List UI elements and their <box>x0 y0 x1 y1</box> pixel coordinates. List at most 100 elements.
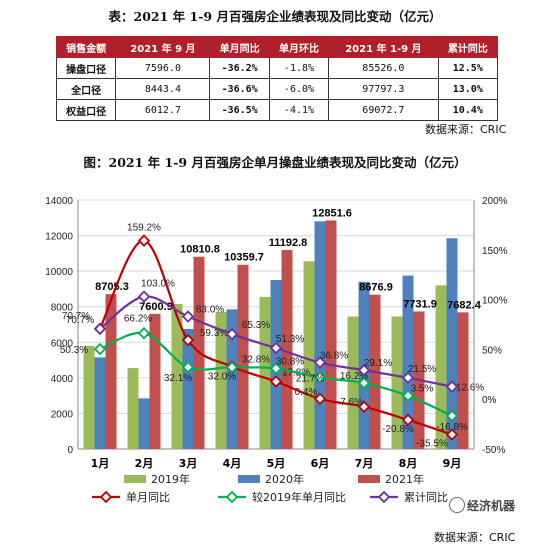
table-row: 全口径 8443.4 -36.6% -6.0% 97797.3 13.0% <box>55 78 499 100</box>
line-2-marker <box>357 363 371 377</box>
y-right-tick-label: 100% <box>482 296 508 307</box>
line-value-label: 16.2% <box>340 371 368 382</box>
watermark-text: 经济机器 <box>467 499 516 513</box>
line-2-marker <box>313 356 327 369</box>
bar-value-label: 11192.8 <box>269 237 308 249</box>
table-header-cell: 2021 年 1-9 月 <box>328 36 439 58</box>
line-0-marker <box>357 400 371 413</box>
y-right-tick-label: 200% <box>482 196 508 207</box>
line-value-label: 12.6% <box>456 383 484 394</box>
line-2-marker <box>225 327 239 341</box>
bar-value-label: 8676.9 <box>359 282 393 294</box>
legend-label: 单月同比 <box>126 491 170 504</box>
table-source: 数据来源：CRIC <box>425 123 507 136</box>
line-1-marker <box>357 376 371 390</box>
line-value-label: 65.3% <box>242 320 270 331</box>
bar-1 <box>226 309 238 449</box>
y-right-tick-label: 50% <box>482 345 502 356</box>
y-left-tick-label: 4000 <box>51 374 74 385</box>
y-right-tick-label: 0% <box>482 395 497 406</box>
line-0-marker <box>313 392 327 406</box>
bar-0 <box>171 304 183 449</box>
y-left-tick-label: 0 <box>67 445 73 456</box>
line-value-label: 0.4% <box>295 387 318 398</box>
bar-value-label: 10810.8 <box>180 244 220 256</box>
y-right-tick-label: -50% <box>482 445 505 456</box>
line-value-label: 32.0% <box>208 371 236 382</box>
line-value-label: 21.7% <box>296 374 324 385</box>
line-value-label: 36.8% <box>320 351 348 362</box>
line-value-label: 159.2% <box>127 223 161 234</box>
line-0-marker <box>137 234 151 247</box>
table-cell: 10.4% <box>437 99 499 121</box>
table-header-cell: 销售金额 <box>55 36 117 58</box>
line-value-label: 29.1% <box>364 358 392 369</box>
table-row: 权益口径 6012.7 -36.5% -4.1% 69072.7 10.4% <box>55 99 499 121</box>
table-header-cell: 累计同比 <box>437 36 499 58</box>
table-header-cell: 2021 年 9 月 <box>115 36 211 58</box>
line-value-label: 66.2% <box>124 313 152 324</box>
legend-label: 2020年 <box>265 472 304 486</box>
y-left-tick-label: 14000 <box>45 196 73 207</box>
line-2-marker <box>93 322 107 336</box>
bar-0 <box>347 316 359 449</box>
x-tick-label: 2月 <box>135 457 154 470</box>
y-left-tick-label: 10000 <box>45 267 73 278</box>
bar-1 <box>446 238 458 449</box>
line-0-marker <box>269 375 283 388</box>
line-0-marker <box>445 428 459 441</box>
line-1-marker <box>269 362 283 375</box>
line-2-marker <box>401 371 415 385</box>
bar-2 <box>237 264 249 449</box>
legend-swatch <box>358 475 380 483</box>
y-left-tick-label: 12000 <box>45 232 73 243</box>
line-value-label: -35.5% <box>416 439 448 450</box>
line-1-marker <box>313 371 327 384</box>
bar-value-label: 7731.9 <box>403 298 437 310</box>
bar-1 <box>94 357 106 449</box>
bar-1 <box>182 328 194 449</box>
line-0-marker <box>181 333 195 347</box>
line-1-marker <box>225 361 239 374</box>
legend-label: 累计同比 <box>404 491 448 504</box>
x-tick-label: 4月 <box>223 457 242 470</box>
line-value-label: 70.7% <box>66 315 94 326</box>
line-value-label: -7.6% <box>337 397 363 408</box>
bar-0 <box>215 312 227 449</box>
table-cell: -1.8% <box>268 57 330 79</box>
sales-table: 销售金额 2021 年 9 月 单月同比 单月环比 2021 年 1-9 月 累… <box>55 36 499 121</box>
bar-0 <box>83 345 95 449</box>
line-0-marker <box>401 413 415 427</box>
table-header-row: 销售金额 2021 年 9 月 单月同比 单月环比 2021 年 1-9 月 累… <box>55 36 499 58</box>
table-title: 表：2021 年 1-9 月百强房企业绩表现及同比变动（亿元） <box>108 9 442 24</box>
y-right-tick-label: 150% <box>482 246 508 257</box>
bar-0 <box>391 316 403 449</box>
line-value-label: 59.3% <box>200 328 228 339</box>
table-cell: -36.5% <box>209 99 270 121</box>
bar-0 <box>303 261 315 449</box>
x-tick-label: 8月 <box>399 457 418 470</box>
bar-1 <box>314 221 326 449</box>
bar-value-label: 10359.7 <box>224 252 264 264</box>
bar-value-label: 7682.4 <box>447 299 482 311</box>
y-left-tick-label: 2000 <box>51 409 74 420</box>
chart-title: 图：2021 年 1-9 月百强房企单月操盘业绩表现及同比变动（亿元） <box>83 155 467 170</box>
line-1-marker <box>93 342 107 356</box>
bar-1 <box>402 275 414 449</box>
table-header-cell: 单月环比 <box>268 36 330 58</box>
table-cell: 权益口径 <box>55 99 117 121</box>
wechat-icon <box>449 497 465 513</box>
x-tick-label: 6月 <box>311 457 330 470</box>
line-value-label: 3.5% <box>411 384 434 395</box>
y-left-tick-label: 6000 <box>51 338 74 349</box>
legend-marker <box>225 490 239 504</box>
bar-2 <box>105 294 117 449</box>
bar-1 <box>138 398 150 449</box>
line-value-label: 51.3% <box>276 334 304 345</box>
table-cell: 69072.7 <box>328 99 439 121</box>
x-tick-label: 5月 <box>267 457 286 470</box>
line-2-marker <box>181 310 195 323</box>
line-value-label: 32.1% <box>164 373 192 384</box>
table-cell: -4.1% <box>268 99 330 121</box>
